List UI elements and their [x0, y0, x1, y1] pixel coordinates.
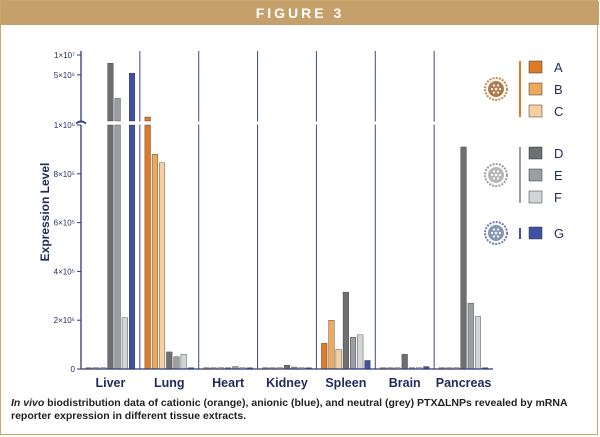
bar-f-pancreas — [474, 316, 481, 370]
anionic-lnp-icon-dot — [492, 235, 496, 238]
legend-swatch-d — [528, 146, 543, 160]
bar-f-liver — [121, 317, 128, 370]
x-tick-label-heart: Heart — [212, 376, 245, 390]
neutral-lnp-icon-dot — [492, 177, 496, 180]
legend-swatch-f — [528, 190, 543, 204]
y-tick-label: 5×10⁶ — [54, 71, 75, 80]
bar-d-spleen — [342, 291, 349, 370]
cationic-lnp-icon-dot — [494, 87, 498, 91]
anionic-lnp-icon-dot — [496, 235, 500, 238]
cationic-lnp-icon-dot — [496, 84, 500, 87]
cationic-lnp-icon-dot — [498, 87, 502, 91]
x-tick-label-lung: Lung — [154, 376, 185, 390]
anionic-lnp-icon-dot — [492, 228, 496, 231]
legend-swatch-e — [528, 168, 543, 182]
anionic-lnp-icon-dot — [490, 231, 494, 235]
figure-banner: FIGURE 3 — [1, 1, 599, 25]
bar-g-liver-upper — [129, 72, 136, 122]
cationic-lnp-icon — [484, 77, 508, 101]
axis-break-mark — [75, 121, 87, 125]
bar-d-pancreas — [460, 146, 467, 370]
y-tick-label: 1×10⁶ — [54, 121, 75, 130]
bar-f-spleen — [357, 334, 364, 370]
bar-d-brain — [401, 354, 408, 370]
y-tick-label: 4×10⁵ — [54, 267, 75, 276]
legend-label-a: A — [554, 60, 563, 75]
caption-italic: In vivo — [11, 397, 45, 409]
axis-break-gap — [75, 121, 493, 125]
x-tick-label-pancreas: Pancreas — [436, 376, 492, 390]
x-tick-label-spleen: Spleen — [325, 376, 366, 390]
bar-a-lung-upper — [144, 116, 151, 122]
anionic-lnp-icon-dot — [498, 231, 502, 235]
bar-e-liver-upper — [114, 98, 121, 122]
legend-label-f: F — [554, 190, 562, 205]
neutral-lnp-icon — [484, 163, 508, 187]
bar-b-lung — [151, 154, 158, 370]
legend-swatch-c — [528, 104, 543, 118]
legend-swatch-b — [528, 82, 543, 96]
cationic-lnp-icon-dot — [492, 84, 496, 87]
neutral-lnp-icon-dot — [492, 170, 496, 173]
bar-b-spleen — [328, 320, 335, 370]
legend-label-d: D — [554, 146, 563, 161]
neutral-lnp-icon-dot — [496, 177, 500, 180]
axis-break-mark — [75, 120, 87, 124]
y-axis-label: Expression Level — [38, 163, 52, 262]
bar-g-liver-lower — [129, 124, 136, 370]
figure-caption: In vivo biodistribution data of cationic… — [11, 397, 571, 423]
anionic-lnp-icon — [484, 221, 508, 245]
bar-d-liver-lower — [107, 124, 114, 370]
legend-label-g: G — [554, 226, 564, 241]
anionic-lnp-icon-dot — [496, 228, 500, 231]
bar-a-spleen — [321, 343, 328, 370]
bar-e-liver-lower — [114, 124, 121, 370]
bar-e-spleen — [350, 337, 357, 370]
y-tick-label: 2×10⁵ — [54, 316, 75, 325]
bar-c-lung — [159, 162, 166, 370]
cationic-lnp-icon-dot — [492, 91, 496, 94]
y-tick-label: 6×10⁵ — [54, 219, 75, 228]
bar-e-lung — [173, 356, 180, 370]
bar-g-spleen — [364, 360, 371, 370]
legend-label-c: C — [554, 104, 563, 119]
y-tick-label: 0 — [71, 365, 76, 374]
legend: ABC DEF G — [484, 60, 564, 245]
plot-area: Liver Lung Heart Kidney Spleen Brain Pancreas 0… — [38, 51, 493, 390]
x-tick-label-brain: Brain — [389, 376, 421, 390]
cationic-lnp-icon-dot — [496, 91, 500, 94]
cationic-lnp-icon-dot — [490, 87, 494, 91]
bar-c-spleen — [335, 349, 342, 370]
neutral-lnp-icon-dot — [496, 170, 500, 173]
neutral-lnp-icon-dot — [490, 173, 494, 177]
bar-d-liver-upper — [107, 63, 114, 122]
x-tick-label-liver: Liver — [95, 376, 125, 390]
biodistribution-chart: Liver Lung Heart Kidney Spleen Brain Pancreas 0… — [38, 51, 564, 390]
legend-label-b: B — [554, 82, 563, 97]
neutral-lnp-icon-dot — [494, 173, 498, 177]
caption-text: biodistribution data of cationic (orange… — [11, 397, 568, 422]
y-tick-label: 1×10⁷ — [54, 51, 75, 60]
x-tick-label-kidney: Kidney — [266, 376, 308, 390]
bar-a-lung-lower — [144, 124, 151, 370]
neutral-lnp-icon-dot — [498, 173, 502, 177]
bar-e-pancreas — [467, 302, 474, 370]
legend-swatch-g — [528, 226, 543, 240]
y-tick-label: 8×10⁵ — [54, 170, 75, 179]
bar-f-lung — [180, 354, 187, 370]
bar-d-lung — [166, 351, 173, 370]
legend-swatch-a — [528, 60, 543, 74]
anionic-lnp-icon-dot — [494, 231, 498, 235]
legend-label-e: E — [554, 168, 563, 183]
